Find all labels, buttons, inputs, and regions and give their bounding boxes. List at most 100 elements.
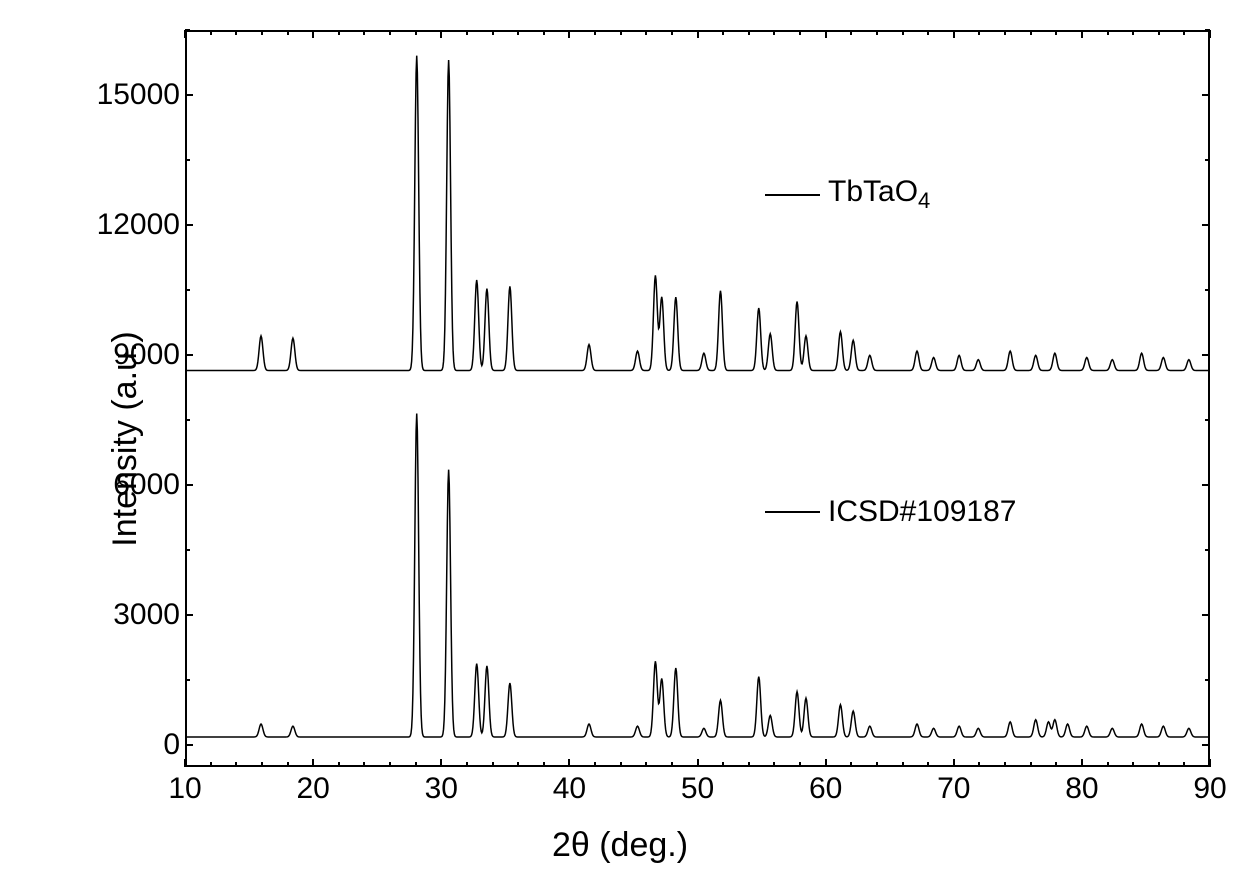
x-tick-minor (773, 762, 775, 767)
series-ICSD#109187 (187, 414, 1208, 737)
legend-entry: TbTaO4 (765, 175, 930, 214)
plot-area (185, 30, 1210, 767)
x-tick-label: 40 (553, 772, 586, 806)
x-tick (440, 759, 442, 767)
x-tick-minor (1004, 762, 1006, 767)
y-tick-minor (1205, 159, 1210, 161)
y-tick (1202, 614, 1210, 616)
x-tick-minor (978, 30, 980, 35)
x-tick-minor (1158, 30, 1160, 35)
xrd-chart: Intensity (a.u.) 2θ (deg.) 0300060009000… (0, 0, 1240, 877)
x-tick-minor (543, 30, 545, 35)
series-TbTaO4 (187, 56, 1208, 371)
x-tick-minor (773, 30, 775, 35)
x-tick-minor (799, 30, 801, 35)
x-tick-minor (1030, 30, 1032, 35)
x-tick-minor (415, 762, 417, 767)
y-tick-label: 0 (163, 728, 180, 762)
y-tick-label: 6000 (113, 468, 180, 502)
y-tick (185, 94, 193, 96)
x-tick-label: 70 (937, 772, 970, 806)
x-tick-minor (210, 762, 212, 767)
x-tick-minor (235, 762, 237, 767)
x-tick-minor (492, 30, 494, 35)
x-tick (568, 30, 570, 38)
x-tick (825, 30, 827, 38)
x-tick-minor (671, 762, 673, 767)
x-axis-label: 2θ (deg.) (552, 826, 688, 865)
x-tick-minor (517, 30, 519, 35)
chart-svg (187, 32, 1208, 765)
y-tick (185, 224, 193, 226)
y-tick-label: 15000 (97, 78, 180, 112)
x-tick-minor (517, 762, 519, 767)
x-tick (953, 759, 955, 767)
x-tick-label: 10 (168, 772, 201, 806)
x-tick-minor (1183, 762, 1185, 767)
x-tick (1209, 30, 1211, 38)
x-tick-minor (338, 30, 340, 35)
legend-subscript: 4 (918, 188, 930, 213)
x-tick (184, 30, 186, 38)
x-tick-minor (1055, 30, 1057, 35)
x-tick-minor (927, 30, 929, 35)
x-tick (825, 759, 827, 767)
x-tick-minor (1107, 30, 1109, 35)
x-tick-minor (671, 30, 673, 35)
x-tick-minor (799, 762, 801, 767)
x-tick (312, 30, 314, 38)
x-tick-minor (261, 30, 263, 35)
y-tick (185, 744, 193, 746)
x-tick-minor (235, 30, 237, 35)
x-tick-minor (748, 30, 750, 35)
x-tick-minor (287, 30, 289, 35)
y-tick-minor (185, 159, 190, 161)
x-tick-minor (1132, 30, 1134, 35)
y-tick (1202, 94, 1210, 96)
y-tick (185, 614, 193, 616)
y-tick-minor (1205, 419, 1210, 421)
x-tick-minor (466, 30, 468, 35)
legend-label: ICSD#109187 (828, 495, 1016, 529)
x-tick-minor (978, 762, 980, 767)
x-tick-minor (850, 30, 852, 35)
x-tick-minor (722, 30, 724, 35)
legend-line (765, 511, 820, 513)
x-tick-label: 60 (809, 772, 842, 806)
y-tick-minor (185, 679, 190, 681)
y-tick-label: 12000 (97, 208, 180, 242)
y-tick (1202, 224, 1210, 226)
y-tick (185, 354, 193, 356)
x-tick-minor (645, 762, 647, 767)
y-tick (1202, 354, 1210, 356)
x-tick-minor (466, 762, 468, 767)
x-tick-minor (415, 30, 417, 35)
x-tick-minor (1055, 762, 1057, 767)
y-tick-minor (1205, 549, 1210, 551)
x-tick-minor (850, 762, 852, 767)
legend-label: TbTaO4 (828, 175, 930, 214)
x-tick-minor (927, 762, 929, 767)
x-tick (697, 759, 699, 767)
x-tick-minor (722, 762, 724, 767)
x-tick (697, 30, 699, 38)
y-tick-minor (185, 419, 190, 421)
x-tick (1209, 759, 1211, 767)
x-tick-label: 50 (681, 772, 714, 806)
x-tick (953, 30, 955, 38)
x-tick-minor (1132, 762, 1134, 767)
x-tick-minor (620, 762, 622, 767)
legend-entry: ICSD#109187 (765, 495, 1016, 529)
y-tick (185, 484, 193, 486)
x-tick-minor (389, 30, 391, 35)
x-tick-minor (1183, 30, 1185, 35)
y-tick-minor (1205, 289, 1210, 291)
x-tick-label: 80 (1065, 772, 1098, 806)
x-tick (184, 759, 186, 767)
x-tick (312, 759, 314, 767)
x-tick-minor (902, 762, 904, 767)
x-tick-minor (363, 30, 365, 35)
x-tick-minor (1004, 30, 1006, 35)
x-tick-minor (261, 762, 263, 767)
x-tick-minor (620, 30, 622, 35)
